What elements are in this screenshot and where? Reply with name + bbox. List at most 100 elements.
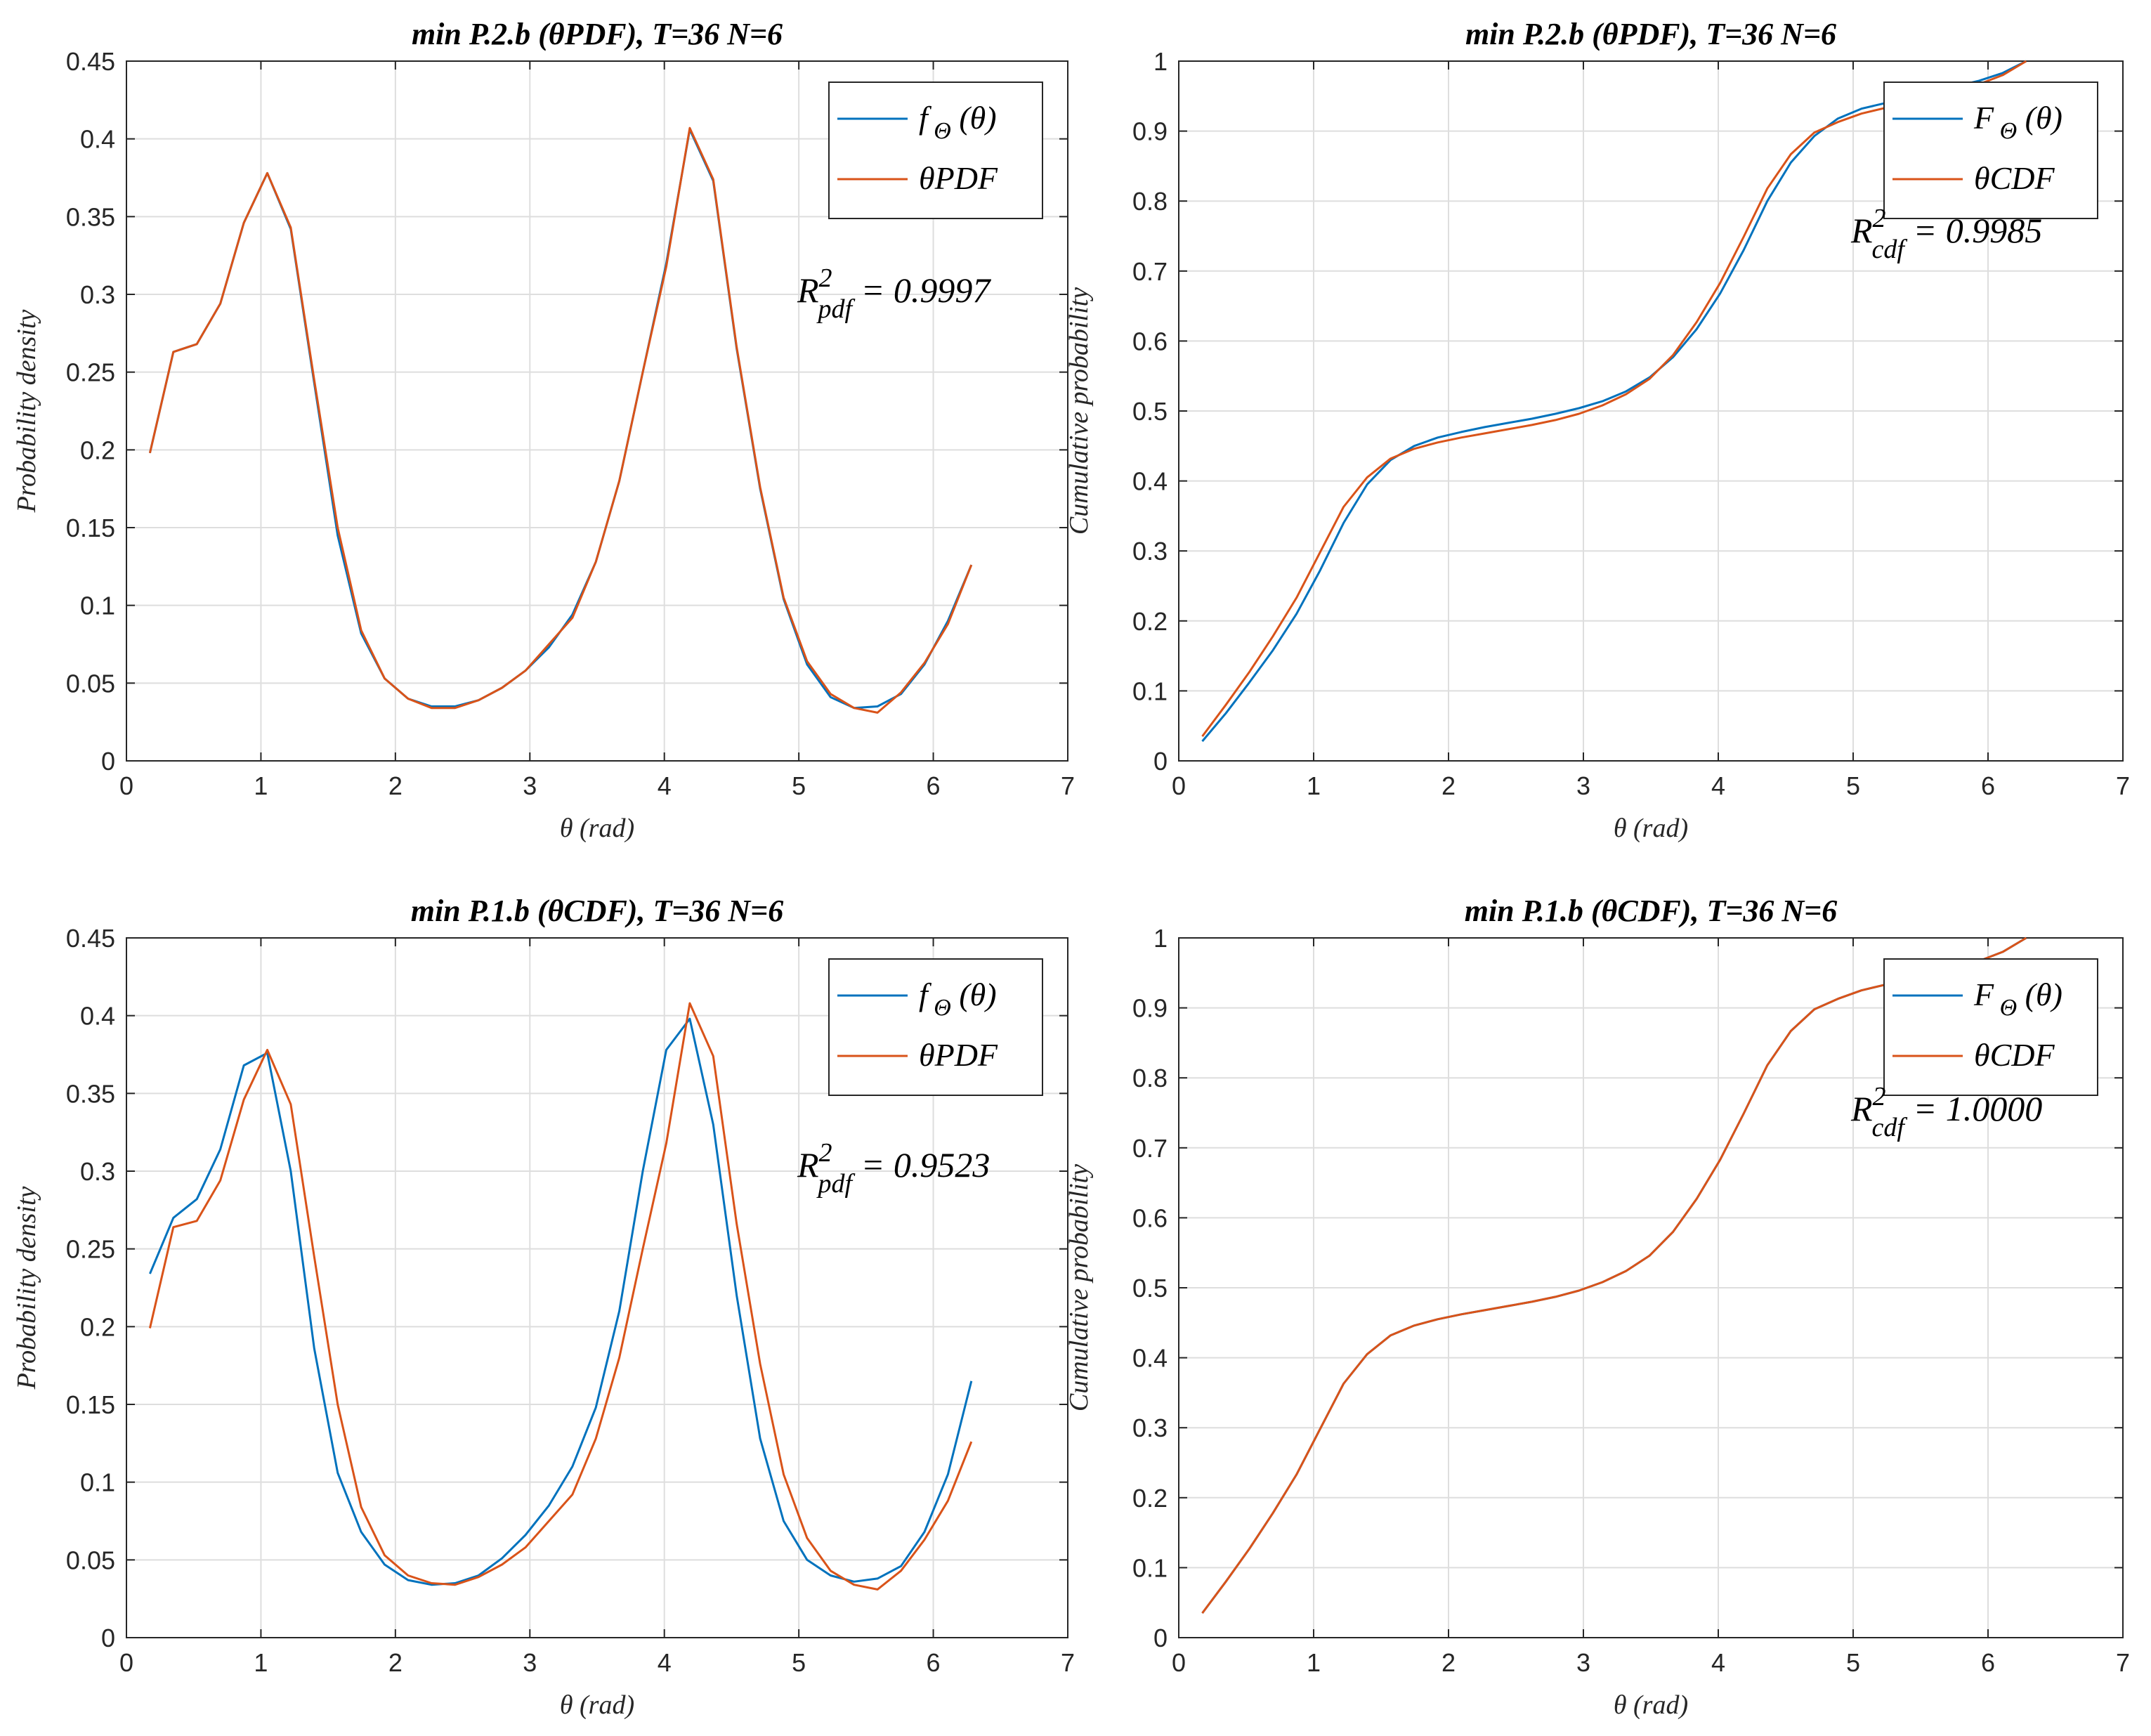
x-tick-label: 7 [2116, 1648, 2130, 1677]
x-axis-label: θ (rad) [560, 1690, 634, 1720]
y-axis-label: Probability density [12, 1186, 41, 1390]
r-squared-annotation: R2 cdf = 1.0000 [1850, 1082, 2042, 1142]
y-tick-label: 0.2 [1132, 607, 1168, 636]
x-tick-label: 0 [1172, 771, 1186, 800]
x-tick-label: 7 [2116, 771, 2130, 800]
y-axis-label: Probability density [12, 309, 41, 513]
y-tick-label: 0.25 [66, 358, 115, 387]
x-tick-label: 0 [119, 771, 133, 800]
x-tick-label: 3 [1576, 771, 1590, 800]
x-tick-label: 4 [1711, 1648, 1725, 1677]
x-tick-label: 2 [1441, 771, 1456, 800]
y-tick-label: 0.8 [1132, 1064, 1168, 1092]
y-tick-label: 0.15 [66, 514, 115, 542]
y-tick-label: 1 [1153, 47, 1168, 76]
y-tick-label: 0.9 [1132, 994, 1168, 1023]
legend: F Θ (θ) θCDF [1883, 81, 2098, 219]
y-axis-label: Cumulative probability [1064, 1164, 1094, 1411]
x-tick-label: 3 [523, 1648, 537, 1677]
y-tick-label: 0.3 [80, 280, 115, 309]
x-tick-label: 1 [254, 771, 268, 800]
chart-title: min P.2.b (θPDF), T=36 N=6 [412, 17, 783, 51]
y-tick-label: 0.05 [66, 1546, 115, 1574]
subplot-bottom-right-cdf: 0 1 2 3 4 5 6 7 0 0.1 0.2 0.3 0.4 0.5 0.6 0.7 0.8 0.9 1 min… [1064, 894, 2130, 1720]
r-squared-annotation: R2 cdf = 0.9985 [1850, 204, 2042, 264]
y-tick-label: 0 [101, 1624, 115, 1652]
y-tick-label: 0.1 [1132, 677, 1168, 705]
legend: f Θ (θ) θPDF [828, 81, 1043, 219]
y-tick-label: 0.1 [80, 592, 115, 620]
x-tick-label: 6 [1981, 1648, 1995, 1677]
x-tick-label: 7 [1061, 771, 1075, 800]
y-tick-label: 0.9 [1132, 117, 1168, 146]
x-tick-label: 2 [1441, 1648, 1456, 1677]
x-tick-label: 2 [388, 771, 403, 800]
legend-box [828, 81, 1043, 219]
x-tick-label: 2 [388, 1648, 403, 1677]
series-line-theoretical [149, 1017, 973, 1586]
x-tick-label: 0 [119, 1648, 133, 1677]
x-tick-label: 3 [1576, 1648, 1590, 1677]
x-tick-label: 6 [927, 1648, 941, 1677]
y-axis-label: Cumulative probability [1064, 287, 1094, 535]
y-tick-label: 0.2 [1132, 1484, 1168, 1513]
x-axis-label: θ (rad) [560, 814, 634, 843]
y-tick-label: 0.45 [66, 47, 115, 76]
chart-title: min P.1.b (θCDF), T=36 N=6 [1465, 894, 1838, 928]
y-tick-label: 0.45 [66, 924, 115, 953]
y-tick-label: 0.35 [66, 1079, 115, 1108]
legend-box [828, 958, 1043, 1096]
series-line-empirical [148, 1002, 973, 1591]
x-tick-label: 4 [658, 1648, 672, 1677]
x-tick-label: 5 [792, 771, 806, 800]
legend-label: f Θ (θ) [919, 100, 997, 144]
x-tick-label: 7 [1061, 1648, 1075, 1677]
y-tick-label: 0.6 [1132, 1203, 1168, 1232]
x-tick-label: 6 [1981, 771, 1995, 800]
legend: F Θ (θ) θCDF [1883, 958, 2098, 1096]
y-tick-label: 0.3 [80, 1157, 115, 1186]
y-tick-label: 0.4 [80, 1002, 115, 1031]
x-tick-label: 4 [658, 771, 672, 800]
subplot-bottom-left-pdf: 0 1 2 3 4 5 6 7 0 0.05 0.1 0.15 0.2 0.25 0.3 0.35 0.4 0.4… [12, 894, 1075, 1720]
legend-label: θPDF [919, 1037, 998, 1073]
x-tick-label: 1 [1307, 771, 1321, 800]
y-tick-label: 0.2 [80, 436, 115, 464]
y-tick-label: 0.2 [80, 1312, 115, 1341]
y-tick-label: 0.6 [1132, 327, 1168, 355]
legend: f Θ (θ) θPDF [828, 958, 1043, 1096]
legend-label: F Θ (θ) [1973, 100, 2062, 144]
legend-label: F Θ (θ) [1973, 977, 2062, 1021]
x-tick-label: 6 [927, 771, 941, 800]
x-tick-label: 5 [1846, 1648, 1860, 1677]
y-tick-label: 0.5 [1132, 397, 1168, 426]
y-tick-label: 0.15 [66, 1390, 115, 1419]
y-tick-label: 0.1 [1132, 1553, 1168, 1582]
axes-box [126, 60, 1068, 762]
y-tick-label: 0 [101, 747, 115, 776]
legend-label: θCDF [1974, 160, 2055, 196]
y-tick-label: 0.4 [1132, 467, 1168, 496]
chart-title: min P.2.b (θPDF), T=36 N=6 [1465, 17, 1836, 51]
x-tick-label: 1 [1307, 1648, 1321, 1677]
y-tick-label: 0.5 [1132, 1274, 1168, 1303]
legend-box [1883, 81, 2098, 219]
r-squared-annotation: R2 pdf = 0.9997 [797, 263, 991, 324]
y-tick-label: 0.8 [1132, 187, 1168, 216]
y-tick-label: 0.7 [1132, 257, 1168, 286]
x-tick-label: 1 [254, 1648, 268, 1677]
y-tick-label: 1 [1153, 924, 1168, 953]
y-tick-label: 0.3 [1132, 537, 1168, 566]
y-tick-label: 0.35 [66, 202, 115, 231]
x-tick-label: 5 [792, 1648, 806, 1677]
y-tick-label: 0.4 [1132, 1344, 1168, 1373]
subplot-top-right-cdf: 0 1 2 3 4 5 6 7 0 0.1 0.2 0.3 0.4 0.5 0.6 0.7 0.8 0.9 1 min… [1064, 17, 2130, 843]
y-tick-label: 0.3 [1132, 1414, 1168, 1442]
chart-title: min P.1.b (θCDF), T=36 N=6 [411, 894, 784, 928]
y-tick-label: 0.25 [66, 1235, 115, 1264]
y-tick-label: 0.4 [80, 125, 115, 154]
y-tick-label: 0 [1153, 1624, 1168, 1652]
x-tick-label: 3 [523, 771, 537, 800]
y-tick-label: 0.05 [66, 669, 115, 698]
